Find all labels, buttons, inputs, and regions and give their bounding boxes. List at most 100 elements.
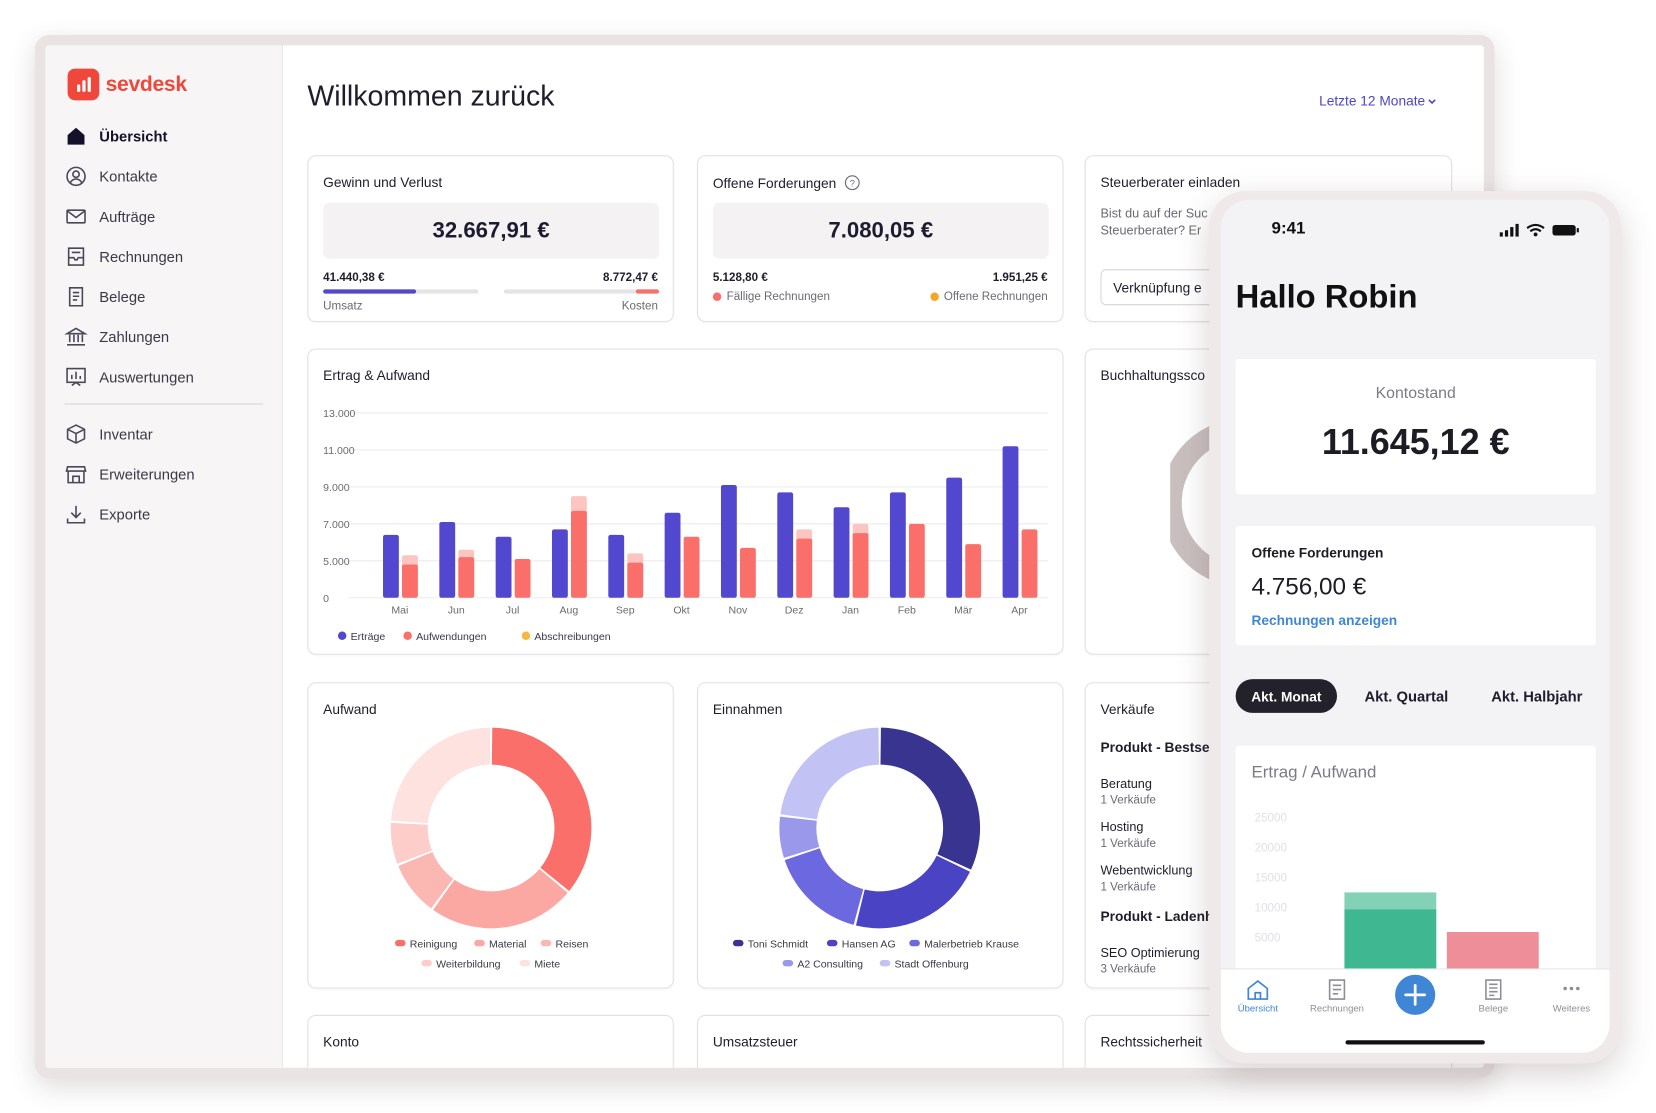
phone-screen: 9:41 Hallo Robin Kontostand 11.645,12 € … [1220,199,1610,1053]
sidebar-item-inventar[interactable]: Inventar [64,415,275,453]
bar-aufwendungen [965,544,982,598]
card-title: Aufwand [323,701,376,717]
y-tick-label: 15000 [1255,872,1287,885]
chart-icon [66,367,86,387]
bar-ertraege [833,507,850,598]
bar-aufwendungen [1021,529,1038,598]
sales-item-name: Webentwicklung [1100,862,1193,878]
segment-quarter[interactable]: Akt. Quartal [1364,687,1449,705]
legend-label: Erträge [351,631,386,643]
bar-ertraege [777,492,794,598]
sidebar-item-label: Kontakte [99,167,158,185]
sidebar-item-auftraege[interactable]: Aufträge [64,197,275,235]
sidebar-item-auswertungen[interactable]: Auswertungen [64,358,275,396]
x-tick-label: Sep [616,605,635,617]
add-button[interactable] [1395,974,1436,1015]
invoice-icon [67,247,85,266]
signal-icon [1499,223,1519,237]
x-tick-label: Mär [954,605,973,617]
sidebar-item-rechnungen[interactable]: Rechnungen [64,238,275,276]
due-label: Fällige Rechnungen [726,290,830,304]
score-gauge [1170,424,1222,582]
card-title: Ertrag & Aufwand [323,368,430,384]
period-select[interactable]: Letzte 12 Monate [1319,93,1440,109]
legend-label: Weiterbildung [436,958,500,970]
x-tick-label: Jun [448,605,465,617]
income-donut-card: Einnahmen Toni Schmidt Hansen AG Malerbetr… [697,682,1064,989]
y-tick-label: 5000 [1255,932,1281,945]
sales-subtitle: Produkt - Bestse [1100,739,1210,756]
receipt-icon [68,286,84,307]
tab-weiteres[interactable]: Weiteres [1540,978,1603,1014]
phone-chart-card: Ertrag / Aufwand 25000 20000 15000 10000 500… [1235,745,1596,978]
cost-bar-fill [635,289,660,294]
bar-ertraege [551,529,568,598]
segment-halfyear[interactable]: Akt. Halbjahr [1491,687,1583,705]
due-value: 5.128,80 € [712,271,768,285]
sales-item-name: SEO Optimierung [1100,945,1200,960]
legend-label: Hansen AG [842,938,896,950]
y-tick-label: 10000 [1255,902,1287,915]
sales-item-count: 1 Verkäufe [1100,837,1157,851]
sidebar-item-label: Zahlungen [99,328,170,346]
legend-dot [712,292,722,301]
show-invoices-link[interactable]: Rechnungen anzeigen [1251,612,1398,629]
income-donut-chart: Toni Schmidt Hansen AG Malerbetrieb Krause… [732,727,1019,970]
segment-month[interactable]: Akt. Monat [1235,679,1338,713]
donut-slice [390,822,432,864]
sidebar-item-uebersicht[interactable]: Übersicht [64,117,275,155]
sales-item-name: Hosting [1100,819,1144,835]
tab-belege[interactable]: Belege [1462,978,1525,1014]
mail-icon [66,209,86,224]
legend-label: Reinigung [410,938,458,950]
chart-title: Ertrag & Aufwand [323,367,431,384]
donut-slice [780,727,879,820]
svg-text:?: ? [849,178,854,189]
chart-title: Ertrag / Aufwand [1251,763,1377,782]
y-tick-label: 25000 [1255,812,1287,825]
tab-rechnungen[interactable]: Rechnungen [1305,978,1368,1014]
advisor-text-line2: Steuerberater? Er [1100,223,1201,238]
x-tick-label: Nov [728,605,747,617]
tab-uebersicht[interactable]: Übersicht [1226,978,1289,1014]
home-indicator [1345,1040,1485,1045]
bar-ertraege [1002,446,1019,598]
revenue-bar-fill [323,289,417,294]
logo[interactable]: sevdesk [67,68,187,101]
legend-dot [732,939,744,947]
x-tick-label: Jan [842,605,859,617]
open-value: 1.951,25 € [992,271,1048,285]
balance-card: Kontostand 11.645,12 € [1235,359,1596,495]
legend-label: Abschreibungen [534,631,610,643]
legend-dot [394,939,406,947]
legend-dot [826,939,838,947]
card-title: Buchhaltungssco [1100,367,1206,384]
x-tick-label: Okt [673,605,689,617]
logo-icon [67,68,100,101]
bar-aufwendungen [739,547,756,598]
status-time: 9:41 [1271,219,1306,238]
card-title: Rechtssicherheit [1100,1033,1202,1050]
card-title: Gewinn und Verlust [323,174,443,191]
phone-receivables-value: 4.756,00 € [1251,572,1367,600]
bar-aufwendungen [796,538,813,598]
chart-title: Aufwand [323,701,377,718]
x-tick-label: Apr [1011,605,1028,617]
legend-dot [474,939,485,947]
x-tick-label: Dez [785,605,804,617]
revenue-value: 41.440,38 € [323,271,385,285]
sidebar-item-exporte[interactable]: Exporte [64,495,275,533]
tab-label: Rechnungen [1310,1003,1364,1014]
expense-donut-chart: Reinigung Material Reisen Weiterbildung Miet… [390,727,592,970]
legend-dot [421,959,432,967]
advisor-text: Bist du auf der Suc Steuerberater? Er [1100,206,1207,241]
sales-item-count: 1 Verkäufe [1100,794,1157,807]
sidebar-item-belege[interactable]: Belege [64,278,275,316]
help-icon[interactable]: ? [844,174,861,191]
y-tick-label: 5.000 [323,556,350,568]
sidebar-item-erweiterungen[interactable]: Erweiterungen [64,455,275,493]
y-tick-label: 7.000 [323,519,350,531]
sidebar-item-zahlungen[interactable]: Zahlungen [64,318,275,356]
sidebar-item-kontakte[interactable]: Kontakte [64,157,275,195]
donut-slice [433,868,568,929]
